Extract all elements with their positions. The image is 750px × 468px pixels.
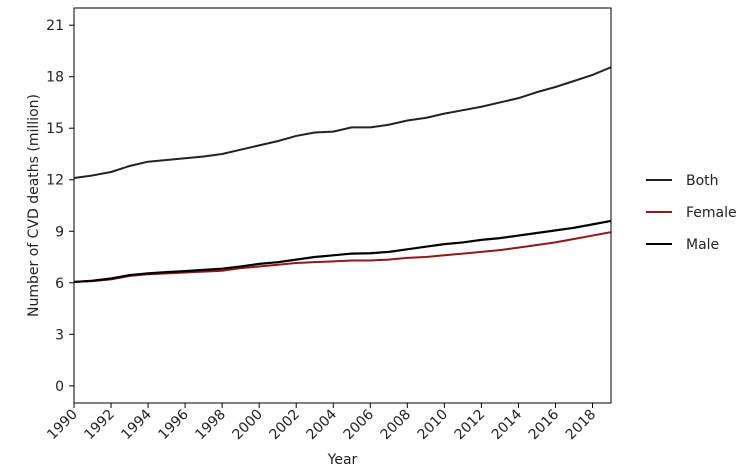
x-tick-label: 1992 [81, 407, 118, 444]
y-axis: 0 3 6 9 12 15 18 21 [46, 18, 74, 395]
x-tick-label: 2014 [489, 406, 526, 443]
series-lines [73, 66, 612, 284]
y-tick-label: 15 [46, 121, 64, 137]
x-tick-label: 2010 [415, 407, 452, 444]
x-axis-title: Year [327, 452, 358, 468]
x-tick-label: 2016 [526, 406, 563, 443]
x-tick-label: 2008 [378, 407, 415, 444]
plot-frame [73, 7, 612, 404]
y-tick-label: 9 [55, 224, 64, 240]
legend-label-female: Female [686, 205, 737, 221]
x-tick-label: 2000 [229, 407, 266, 444]
x-tick-label: 2002 [267, 407, 304, 444]
x-axis: 1990 1992 1994 1996 1998 2000 2002 2004 2006 2008… [44, 403, 599, 443]
legend-label-both: Both [686, 173, 719, 189]
x-tick-label: 1996 [155, 406, 192, 443]
x-tick-label: 1990 [44, 407, 81, 444]
x-tick-label: 2018 [563, 407, 600, 444]
legend-label-male: Male [686, 237, 719, 253]
y-tick-label: 6 [55, 276, 64, 292]
y-tick-label: 21 [46, 18, 64, 34]
x-tick-label: 1998 [192, 407, 229, 444]
x-tick-label: 2004 [304, 406, 341, 443]
x-tick-label: 2012 [452, 407, 489, 444]
legend: Both Female Male [646, 173, 737, 253]
series-line-both [73, 66, 612, 180]
y-tick-label: 0 [55, 379, 64, 395]
y-tick-label: 18 [46, 70, 64, 86]
y-tick-label: 3 [55, 327, 64, 343]
x-tick-label: 2006 [341, 406, 378, 443]
x-tick-label: 1994 [118, 406, 155, 443]
series-line-male [73, 219, 612, 284]
y-axis-title: Number of CVD deaths (million) [26, 94, 42, 317]
series-line-female [73, 231, 612, 283]
y-tick-label: 12 [46, 173, 64, 189]
